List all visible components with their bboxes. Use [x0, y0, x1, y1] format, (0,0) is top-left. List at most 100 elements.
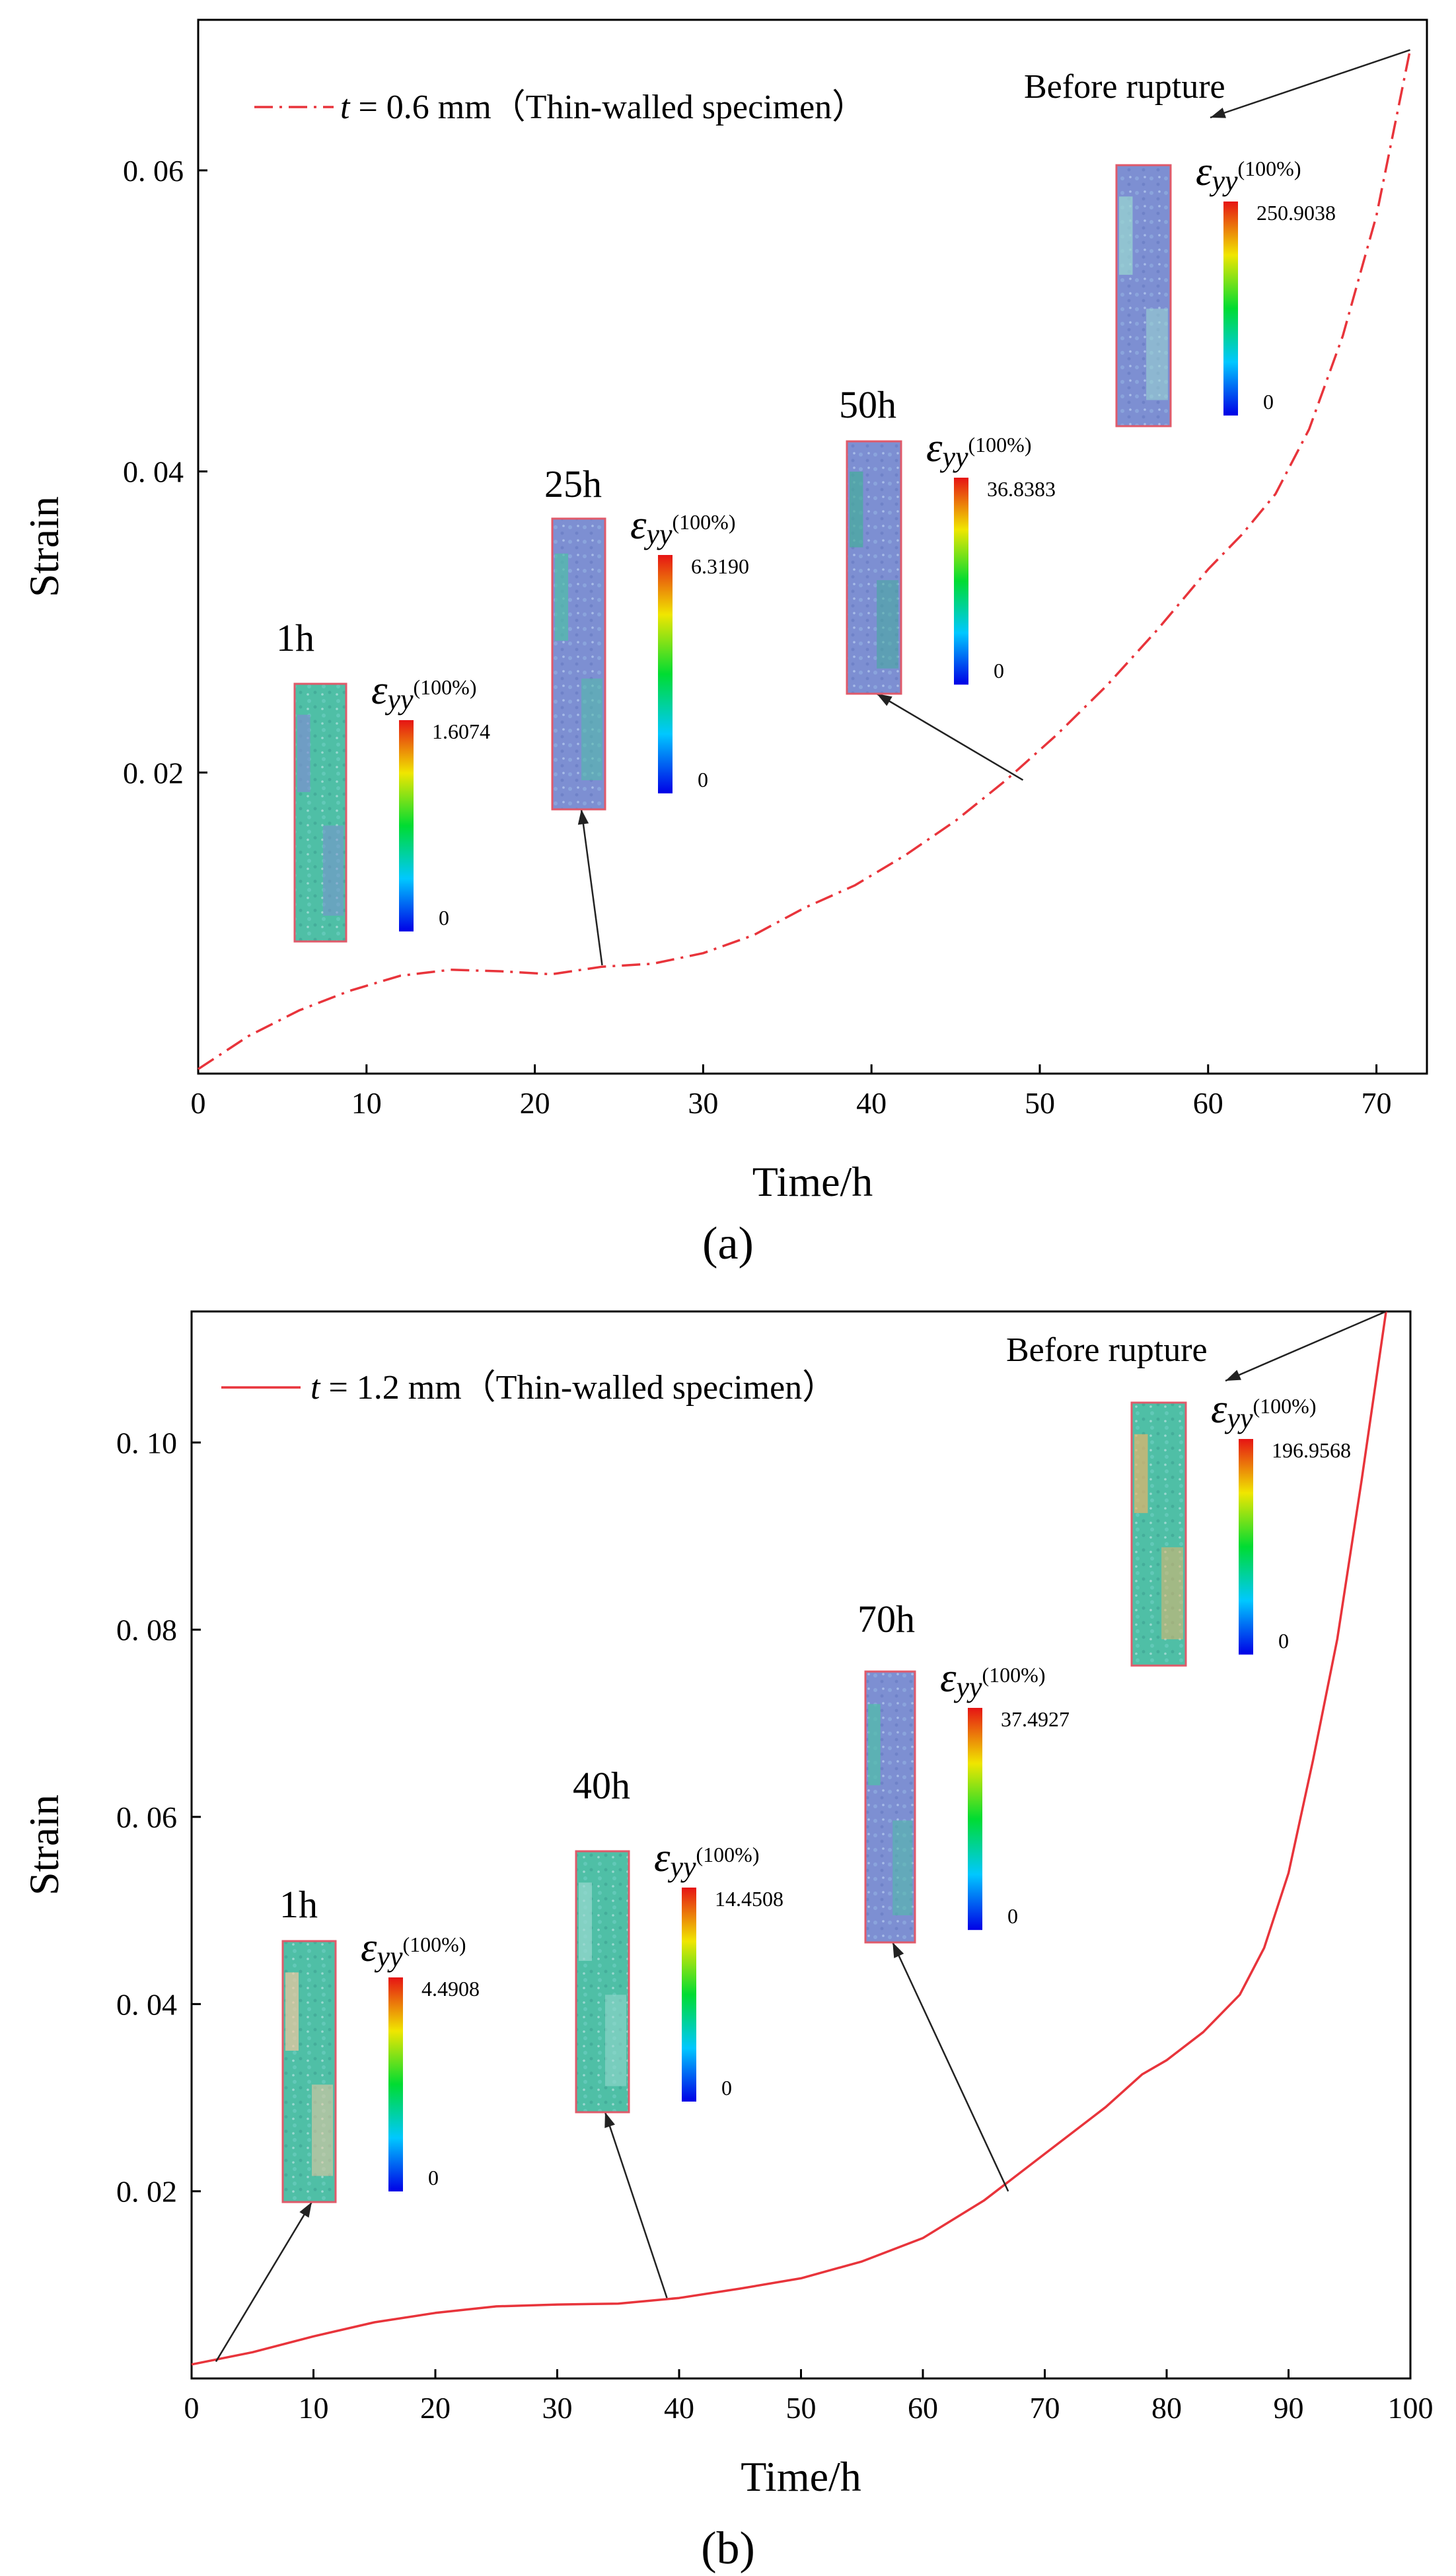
colorbar-min-label: 0: [1263, 390, 1274, 414]
specimen-strain-region: [555, 553, 568, 641]
specimen-time-label: 1h: [279, 1883, 318, 1926]
epsilon-symbol: ε: [1211, 1387, 1227, 1432]
epsilon-unit: (100%): [982, 1663, 1046, 1687]
epsilon-symbol: ε: [630, 503, 647, 548]
colorbar: [399, 720, 414, 932]
colorbar-max-label: 6.3190: [691, 554, 749, 578]
legend-entry-variable: t: [310, 1369, 321, 1407]
epsilon-subscript: yy: [384, 683, 414, 716]
specimen-strain-region: [312, 2084, 333, 2176]
epsilon-unit: (100%): [696, 1843, 760, 1866]
annotation-arrowhead: [892, 1942, 904, 1958]
x-tick-label: 70: [1362, 1086, 1392, 1120]
annotation-arrow: [215, 2201, 313, 2363]
colorbar-max-label: 4.4908: [421, 1977, 480, 2001]
series-line: [191, 1311, 1387, 2366]
x-tick-label: 50: [786, 2391, 817, 2425]
colorbar-max-label: 37.4927: [1001, 1707, 1070, 1731]
annotation-arrow: [580, 809, 603, 966]
colorbar-max-label: 14.4508: [715, 1887, 783, 1911]
x-tick-label: 10: [299, 2391, 329, 2425]
epsilon-yy-label: εyy(100%): [1196, 149, 1301, 197]
colorbar-min-label: 0: [439, 906, 449, 930]
epsilon-subscript: yy: [374, 1940, 403, 1973]
annotation-arrowhead: [604, 2112, 615, 2128]
epsilon-unit: (100%): [403, 1932, 466, 1956]
x-tick-label: 40: [856, 1086, 887, 1120]
y-tick-label: 0. 02: [116, 2175, 177, 2209]
plot-frame: [190, 1310, 1412, 2380]
specimen-time-label: 50h: [839, 383, 896, 426]
colorbar-max-label: 1.6074: [432, 719, 490, 743]
x-tick-label: 10: [351, 1086, 382, 1120]
x-tick-label: 70: [1030, 2391, 1060, 2425]
specimen-strain-region: [1161, 1547, 1183, 1640]
annotation-arrowhead: [299, 2202, 312, 2218]
specimen-strain-region: [605, 1995, 626, 2086]
annotation-arrow: [1225, 1310, 1387, 1382]
colorbar-max-label: 36.8383: [987, 477, 1056, 501]
annotation-arrow: [604, 2112, 668, 2299]
colorbar-min-label: 0: [1007, 1904, 1018, 1928]
legend-entry: t = 1.2 mm（Thin-walled specimen）: [310, 1369, 836, 1407]
x-tick-label: 60: [908, 2391, 938, 2425]
specimen-strain-region: [581, 679, 602, 780]
y-axis-label: Strain: [20, 496, 67, 597]
specimen-strain-region: [285, 1972, 299, 2051]
x-axis-label: Time/h: [752, 1158, 873, 1205]
specimen-time-label: Before rupture: [1006, 1331, 1208, 1369]
legend-entry-text: = 1.2 mm（Thin-walled specimen）: [320, 1369, 836, 1407]
colorbar-max-label: 196.9568: [1272, 1438, 1351, 1462]
colorbar: [954, 478, 968, 685]
epsilon-yy-label: εyy(100%): [940, 1656, 1045, 1703]
x-tick-label: 30: [688, 1086, 718, 1120]
x-tick-label: 80: [1151, 2391, 1182, 2425]
y-tick-label: 0. 04: [123, 455, 184, 489]
legend-entry-variable: t: [340, 89, 351, 126]
annotation-arrow: [1210, 49, 1410, 119]
colorbar-min-label: 0: [428, 2166, 439, 2190]
annotation-arrowhead: [877, 694, 892, 706]
epsilon-unit: (100%): [1253, 1394, 1317, 1418]
colorbar-min-label: 0: [994, 659, 1004, 682]
epsilon-symbol: ε: [361, 1925, 377, 1970]
epsilon-subscript: yy: [1224, 1402, 1253, 1434]
chart-panel-a: 0 10 20 30 40 50 60 70 0. 02 0. 04 0. 06 Time/h Stra…: [20, 18, 1428, 1269]
epsilon-yy-label: εyy(100%): [630, 503, 735, 550]
colorbar-min-label: 0: [1278, 1629, 1289, 1652]
colorbar: [1239, 1439, 1253, 1655]
specimen-strain-region: [850, 471, 863, 548]
x-tick-label: 0: [184, 2391, 200, 2425]
specimen-time-label: 25h: [544, 462, 602, 505]
epsilon-unit: (100%): [1238, 157, 1301, 180]
annotation-arrowhead: [577, 809, 589, 825]
specimen-strain-region: [892, 1820, 913, 1915]
colorbar: [968, 1708, 982, 1931]
panel-label: (a): [702, 1218, 754, 1269]
x-tick-label: 20: [420, 2391, 451, 2425]
specimen-strain-region: [322, 825, 344, 916]
specimen-time-label: Before rupture: [1024, 68, 1225, 106]
legend-entry-text: = 0.6 mm（Thin-walled specimen）: [349, 89, 866, 126]
specimen-time-label: 70h: [857, 1598, 915, 1640]
epsilon-yy-label: εyy(100%): [654, 1835, 759, 1883]
annotation-arrow: [892, 1942, 1009, 2192]
colorbar-min-label: 0: [698, 768, 708, 791]
y-tick-label: 0. 10: [116, 1426, 177, 1459]
plot-frame: [197, 18, 1428, 1075]
specimen-strain-region: [297, 714, 310, 792]
x-tick-label: 30: [542, 2391, 573, 2425]
epsilon-yy-label: εyy(100%): [1211, 1387, 1316, 1434]
y-tick-label: 0. 06: [116, 1800, 177, 1834]
epsilon-symbol: ε: [940, 1656, 957, 1701]
legend-entry: t = 0.6 mm（Thin-walled specimen）: [340, 89, 866, 126]
colorbar-min-label: 0: [721, 2076, 732, 2100]
x-axis-label: Time/h: [741, 2453, 861, 2500]
x-tick-label: 90: [1274, 2391, 1304, 2425]
x-tick-label: 20: [520, 1086, 550, 1120]
y-tick-label: 0. 02: [123, 756, 184, 790]
specimen-strain-region: [579, 1882, 592, 1961]
specimen-strain-region: [877, 580, 898, 669]
epsilon-yy-label: εyy(100%): [926, 425, 1031, 473]
